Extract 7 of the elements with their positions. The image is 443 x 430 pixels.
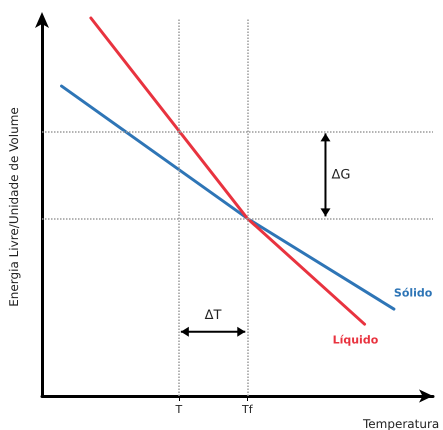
x-tick-label: Tf xyxy=(240,403,254,416)
y-axis-title: Energia Livre/Unidade de Volume xyxy=(7,107,21,307)
x-tick-label: T xyxy=(174,403,182,416)
annotation: ΔG xyxy=(331,167,350,182)
series-label: Líquido xyxy=(332,334,379,347)
annotation: ΔT xyxy=(204,308,222,324)
series-label: Sólido xyxy=(394,286,433,300)
